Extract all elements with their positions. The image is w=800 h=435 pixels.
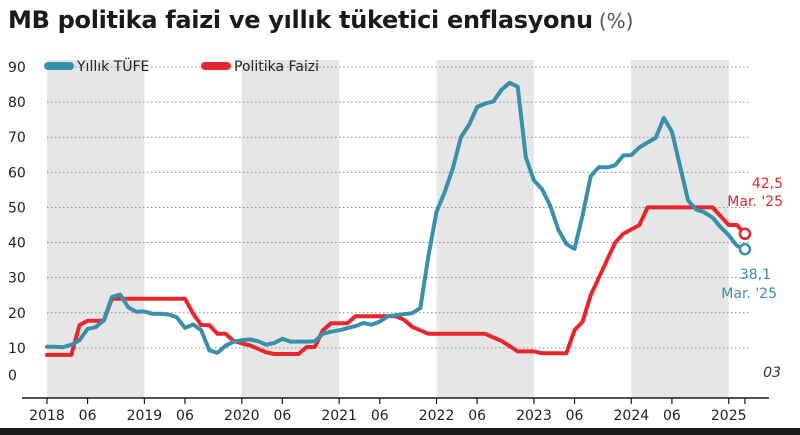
- x-tick-label: 2021: [321, 408, 357, 424]
- annotation-tufe-value: 38,1: [740, 267, 771, 283]
- x-tick-label: 2022: [419, 408, 455, 424]
- x-axis: 2018 06 2019 06 2020 06 2021 06 2022 06 2023 06 2024…: [0, 397, 800, 435]
- end-marker-policy-rate: [738, 227, 752, 241]
- x-tick-label: 06: [79, 408, 97, 424]
- y-tick-label: 50: [8, 200, 26, 216]
- x-tick-label: 2025: [711, 408, 747, 424]
- y-axis-ticks: 0 10 20 30 40 50 60 70 80 90: [8, 60, 26, 384]
- series-line-policy-rate: [45, 205, 747, 357]
- y-tick-label: 60: [8, 165, 26, 181]
- x-tick-label: 2019: [127, 408, 163, 424]
- annotation-tufe-date: Mar. '25: [721, 286, 777, 302]
- y-tick-label: 0: [8, 368, 17, 384]
- annotation-policy-date: Mar. '25: [727, 194, 783, 210]
- y-tick-label: 20: [8, 306, 26, 322]
- chart-title: MB politika faizi ve yıllık tüketici enf…: [8, 6, 593, 34]
- x-tick-label: 2020: [224, 408, 260, 424]
- series-lines: [45, 80, 752, 357]
- x-tick-label: 2023: [516, 408, 552, 424]
- x-tick-label: 06: [663, 408, 681, 424]
- series-line-tufe: [45, 80, 747, 355]
- x-tick-label: 06: [566, 408, 584, 424]
- shade-band-2024: [631, 60, 729, 398]
- y-tick-label: 40: [8, 236, 26, 252]
- x-tick-label: 2024: [614, 408, 650, 424]
- x-tick-label: 06: [371, 408, 389, 424]
- legend: Yıllık TÜFE Politika Faizi: [44, 57, 319, 75]
- shade-band-2022: [436, 60, 534, 398]
- end-marker-tufe: [738, 242, 752, 256]
- title-row: MB politika faizi ve yıllık tüketici enf…: [8, 6, 633, 38]
- x-tick-label: 2018: [29, 408, 65, 424]
- y-tick-label: 80: [8, 95, 26, 111]
- x-tick-label: 06: [176, 408, 194, 424]
- y-tick-label: 10: [8, 341, 26, 357]
- x-tick-label: 06: [273, 408, 291, 424]
- chart-unit: (%): [598, 9, 634, 33]
- grid-lines: [47, 66, 751, 349]
- x-tick-label: 06: [468, 408, 486, 424]
- bottom-bar: [0, 428, 800, 435]
- legend-label-tufe: Yıllık TÜFE: [76, 57, 149, 75]
- end-annotations: 42,5 Mar. '25 38,1 Mar. '25: [721, 176, 783, 302]
- source-tag: 03: [763, 365, 781, 381]
- shade-band-2018: [47, 60, 145, 398]
- year-shading-bands: [47, 60, 729, 398]
- y-tick-label: 70: [8, 130, 26, 146]
- y-tick-label: 90: [8, 60, 26, 76]
- legend-label-policy-rate: Politika Faizi: [234, 59, 319, 75]
- y-tick-label: 30: [8, 271, 26, 287]
- annotation-policy-value: 42,5: [752, 176, 783, 192]
